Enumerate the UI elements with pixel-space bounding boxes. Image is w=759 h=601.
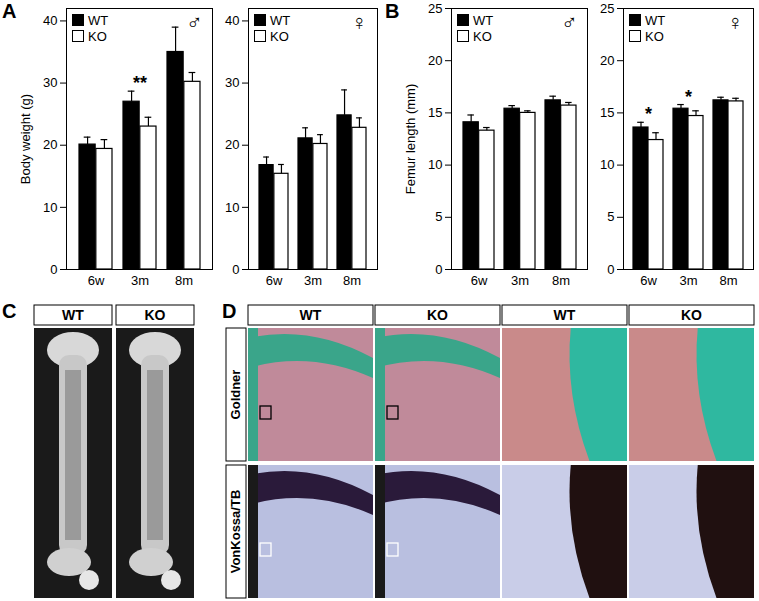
- svg-text:3m: 3m: [679, 273, 697, 288]
- html-text:C: C: [2, 300, 17, 322]
- svg-text:20: 20: [428, 53, 442, 68]
- svg-text:♂: ♂: [186, 10, 203, 35]
- svg-text:25: 25: [600, 1, 614, 16]
- svg-text:KO: KO: [681, 307, 702, 323]
- html-text:D: D: [222, 300, 237, 322]
- svg-text:3m: 3m: [131, 273, 149, 288]
- svg-text:15: 15: [600, 105, 614, 120]
- svg-text:6w: 6w: [88, 273, 105, 288]
- svg-text:0: 0: [50, 262, 57, 277]
- svg-text:♀: ♀: [727, 10, 744, 35]
- svg-text:10: 10: [43, 200, 57, 215]
- svg-text:30: 30: [225, 75, 239, 90]
- svg-text:6w: 6w: [640, 273, 657, 288]
- svg-text:♂: ♂: [561, 10, 578, 35]
- html-text:WT: WT: [645, 13, 666, 28]
- html-text:WT: WT: [270, 13, 291, 28]
- svg-text:6w: 6w: [266, 273, 283, 288]
- svg-text:WT: WT: [62, 307, 84, 323]
- svg-text:KO: KO: [145, 307, 166, 323]
- svg-text:20: 20: [225, 137, 239, 152]
- svg-text:WT: WT: [554, 307, 576, 323]
- html-text:KO: KO: [88, 29, 107, 44]
- svg-text:5: 5: [435, 209, 442, 224]
- svg-text:Goldner: Goldner: [228, 370, 243, 420]
- html-text:WT: WT: [88, 13, 109, 28]
- svg-text:**: **: [133, 73, 147, 93]
- svg-text:0: 0: [232, 262, 239, 277]
- svg-text:Body weight (g): Body weight (g): [18, 94, 33, 184]
- svg-text:KO: KO: [427, 307, 448, 323]
- svg-text:3m: 3m: [511, 273, 529, 288]
- svg-text:3m: 3m: [304, 273, 322, 288]
- svg-text:*: *: [685, 87, 692, 107]
- svg-text:40: 40: [43, 13, 57, 28]
- svg-text:8m: 8m: [175, 273, 193, 288]
- html-text:KO: KO: [270, 29, 289, 44]
- svg-text:0: 0: [607, 262, 614, 277]
- svg-text:6w: 6w: [471, 273, 488, 288]
- svg-text:20: 20: [43, 137, 57, 152]
- svg-text:0: 0: [435, 262, 442, 277]
- html-text:KO: KO: [473, 29, 492, 44]
- svg-text:WT: WT: [300, 307, 322, 323]
- svg-text:♀: ♀: [351, 10, 368, 35]
- svg-text:10: 10: [428, 157, 442, 172]
- svg-text:8m: 8m: [552, 273, 570, 288]
- svg-text:VonKossa/TB: VonKossa/TB: [228, 490, 243, 574]
- svg-text:15: 15: [428, 105, 442, 120]
- svg-text:40: 40: [225, 13, 239, 28]
- html-text:B: B: [385, 0, 400, 22]
- html-text:KO: KO: [645, 29, 664, 44]
- svg-text:*: *: [645, 104, 652, 124]
- svg-text:30: 30: [43, 75, 57, 90]
- svg-text:10: 10: [600, 157, 614, 172]
- svg-text:8m: 8m: [343, 273, 361, 288]
- svg-text:20: 20: [600, 53, 614, 68]
- svg-text:5: 5: [607, 209, 614, 224]
- svg-text:25: 25: [428, 1, 442, 16]
- html-text:A: A: [2, 0, 17, 22]
- html-text:WT: WT: [473, 13, 494, 28]
- svg-text:Femur length (mm): Femur length (mm): [403, 84, 418, 195]
- svg-text:8m: 8m: [719, 273, 737, 288]
- svg-text:10: 10: [225, 200, 239, 215]
